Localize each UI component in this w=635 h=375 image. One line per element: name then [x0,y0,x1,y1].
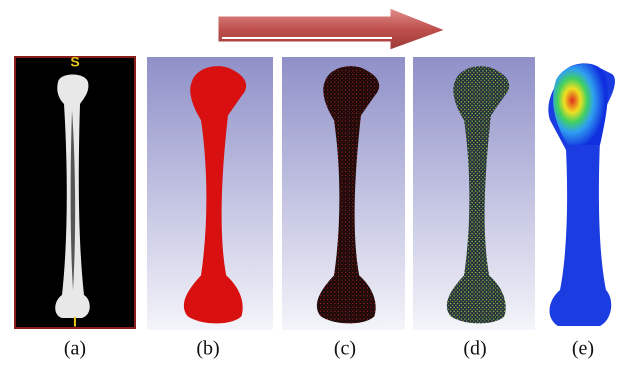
panel-label: (c) [334,338,356,360]
arrow [218,8,445,50]
panel-material [413,57,535,330]
panel-ct: S I [15,54,135,330]
page: {"ct_markers": {"top": "S", "bottom": "I… [0,0,635,375]
panel-model [147,57,273,330]
panel-label: (b) [196,338,219,360]
panel-label: (e) [572,338,594,360]
figure: S I (a) (b) (c) (d) (e) [0,0,635,375]
panel-label: (a) [64,338,86,360]
ct-marker-bottom: I [73,314,77,330]
panel-result [548,63,615,326]
stress-map [553,64,608,145]
panel-mesh [282,57,405,330]
panel-label: (d) [463,338,486,360]
ct-marker-top: S [70,54,79,70]
